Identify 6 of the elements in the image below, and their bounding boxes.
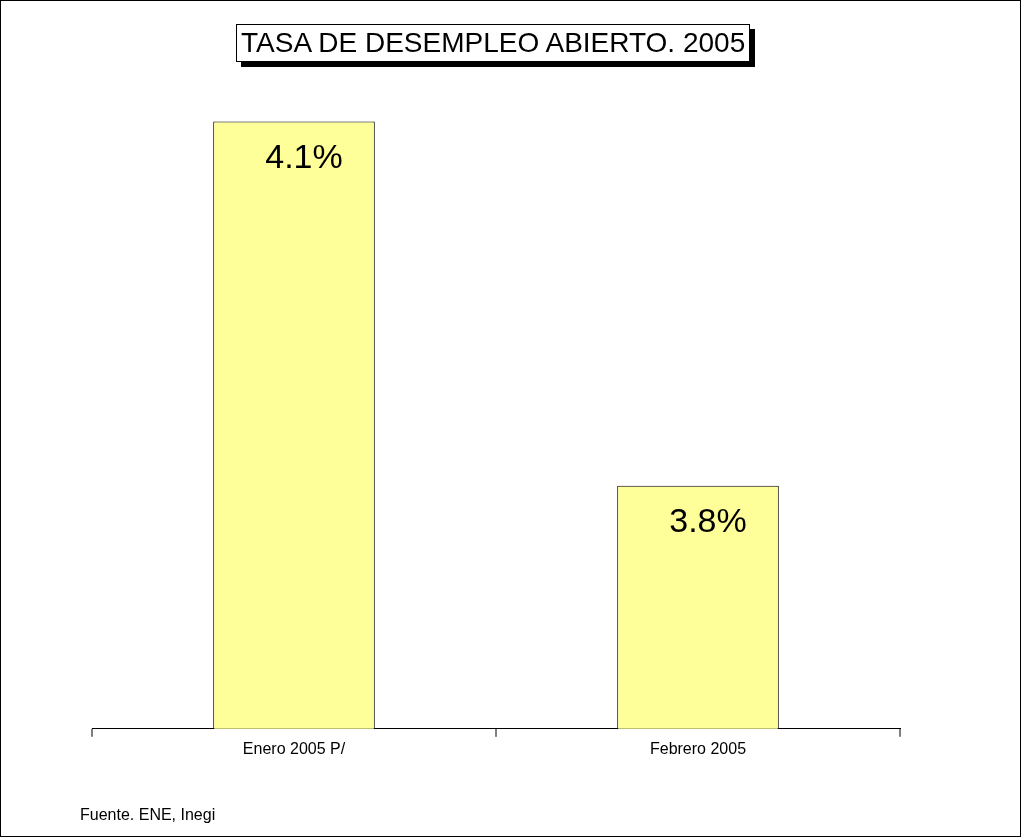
x-tick-label: Febrero 2005 [649, 739, 747, 757]
data-label: 3.8% [669, 501, 747, 540]
data-label: 4.1% [265, 136, 343, 175]
source-note: Fuente. ENE, Inegi [80, 806, 216, 824]
text: TASA DE DESEMPLEO ABIERTO. 2005 [236, 24, 751, 62]
x-tick-label: Enero 2005 P/ [242, 739, 346, 757]
